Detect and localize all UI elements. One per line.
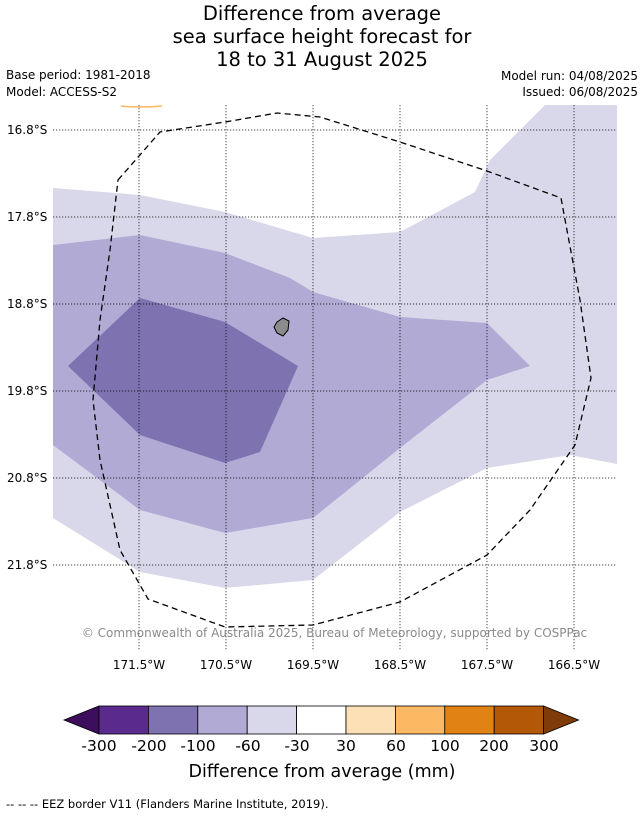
- colorbar: [62, 705, 580, 735]
- eez-legend-note: -- -- -- EEZ border V11 (Flanders Marine…: [6, 797, 329, 811]
- island-land: [273, 317, 290, 337]
- colorbar-tick: -200: [131, 737, 167, 755]
- colorbar-tick: -100: [180, 737, 216, 755]
- colorbar-segment: [197, 705, 248, 735]
- base-period: Base period: 1981-2018: [6, 68, 151, 82]
- lat-label: 16.8°S: [7, 123, 48, 137]
- colorbar-extend-high: [543, 705, 580, 735]
- colorbar-tick: 60: [386, 737, 406, 755]
- colorbar-tick: -60: [235, 737, 261, 755]
- copyright-notice: © Commonwealth of Australia 2025, Bureau…: [81, 626, 588, 640]
- lon-label: 170.5°W: [199, 658, 253, 672]
- lon-label: 167.5°W: [460, 658, 514, 672]
- graticule: [53, 105, 617, 650]
- colorbar-segment: [147, 705, 199, 735]
- lon-label: 168.5°W: [373, 658, 427, 672]
- colorbar-segment: [345, 705, 396, 735]
- lon-label: 169.5°W: [286, 658, 340, 672]
- model-name: Model: ACCESS-S2: [6, 85, 118, 99]
- model-run: Model run: 04/08/2025: [500, 69, 638, 83]
- issued-date: Issued: 06/08/2025: [522, 85, 638, 99]
- lat-label: 18.8°S: [7, 297, 48, 311]
- colorbar-tick: -300: [81, 737, 117, 755]
- colorbar-tick: -30: [284, 737, 310, 755]
- title-line-3: 18 to 31 August 2025: [216, 48, 428, 71]
- colorbar-segment: [98, 705, 149, 735]
- colorbar-extend-low: [62, 705, 100, 735]
- title-line-1: Difference from average: [202, 2, 442, 25]
- colorbar-tick: 300: [529, 737, 559, 755]
- colorbar-segment: [493, 705, 545, 735]
- lat-label: 19.8°S: [7, 384, 48, 398]
- anomaly-band-dark: [68, 298, 298, 463]
- title-line-2: sea surface height forecast for: [172, 25, 472, 48]
- colorbar-segment: [246, 705, 297, 735]
- colorbar-segment: [296, 705, 347, 735]
- lon-label: 166.5°W: [547, 658, 601, 672]
- colorbar-segment: [444, 705, 495, 735]
- lat-label: 21.8°S: [7, 558, 48, 572]
- colorbar-tick: 30: [336, 737, 356, 755]
- lat-label: 17.8°S: [7, 210, 48, 224]
- eez-border: [92, 112, 592, 628]
- colorbar-segment: [394, 705, 446, 735]
- colorbar-tick: 100: [430, 737, 460, 755]
- lat-label: 20.8°S: [7, 471, 48, 485]
- lon-label: 171.5°W: [112, 658, 166, 672]
- colorbar-title: Difference from average (mm): [188, 762, 456, 782]
- colorbar-tick: 200: [479, 737, 509, 755]
